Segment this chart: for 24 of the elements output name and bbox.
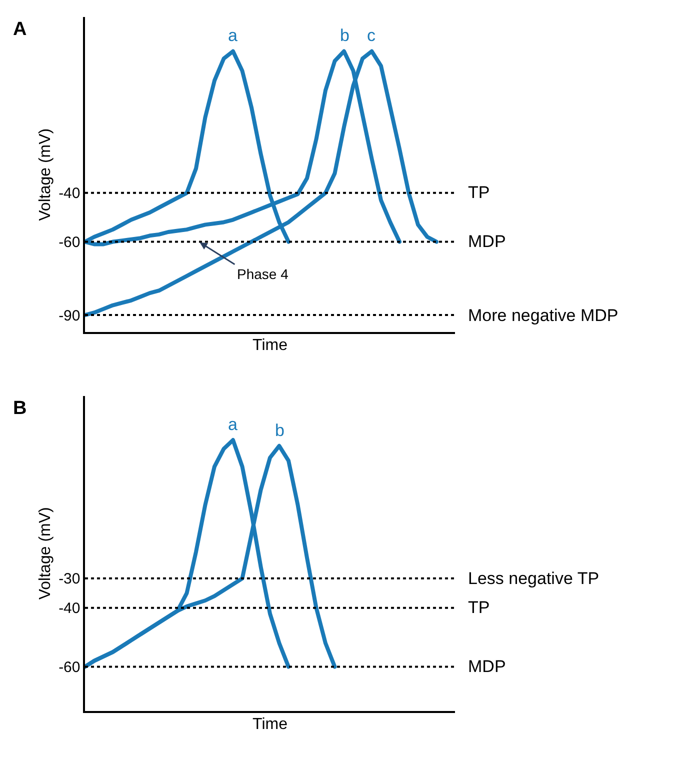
ref-line-label: MDP: [468, 232, 506, 251]
series-label: b: [275, 421, 284, 440]
ref-line-label: Less negative TP: [468, 569, 600, 588]
y-tick-label: -30: [58, 570, 80, 588]
ref-line-label: TP: [468, 598, 490, 617]
y-tick-label: -60: [58, 659, 80, 676]
x-axis-title: Time: [252, 337, 288, 354]
annotation: Phase 4: [237, 266, 289, 282]
series-label: b: [340, 26, 350, 45]
ref-line-label: More negative MDP: [468, 306, 618, 325]
ref-line-label: MDP: [468, 657, 506, 676]
chart-title: B: [13, 398, 27, 419]
x-axis-title: Time: [252, 716, 288, 733]
y-axis-title: Voltage (mV): [36, 128, 54, 221]
ref-line-label: TP: [468, 183, 490, 202]
chart-title: A: [13, 19, 27, 40]
series-label: a: [228, 415, 238, 434]
y-axis-title: Voltage (mV): [36, 507, 54, 600]
y-tick-label: -40: [58, 600, 80, 618]
y-tick-label: -60: [58, 234, 80, 252]
y-tick-label: -40: [58, 185, 80, 202]
y-tick-label: -90: [58, 307, 80, 324]
series-label: a: [228, 26, 238, 45]
series-label: c: [367, 26, 376, 45]
